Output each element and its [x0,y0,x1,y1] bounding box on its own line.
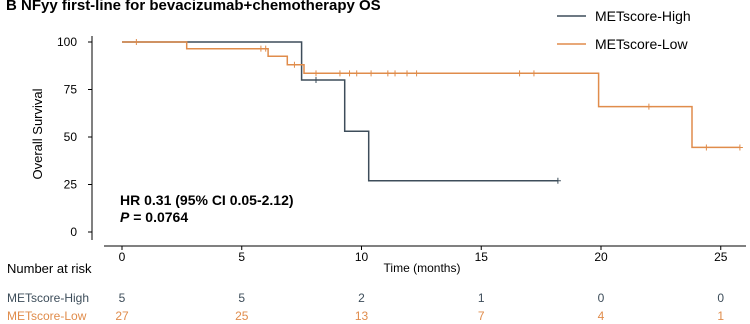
risk-value: 2 [358,291,365,305]
y-tick-label: 75 [64,83,78,97]
risk-table: Number at risk METscore-High 5 5 2 1 0 0 METsco… [7,261,724,323]
censor-mark [346,70,353,77]
y-tick-label: 25 [64,178,78,192]
censor-mark [291,61,298,68]
censor-mark [645,103,652,110]
censor-mark [384,70,391,77]
p-value-text: P = 0.0764 [120,209,188,225]
legend-label: METscore-High [595,8,691,24]
risk-table-title: Number at risk [7,261,92,276]
risk-value: 1 [717,309,724,323]
risk-value: 13 [355,309,369,323]
y-tick-label: 0 [70,225,77,239]
censor-mark [312,77,319,83]
x-tick-label: 20 [594,250,608,264]
x-tick-label: 0 [119,250,126,264]
x-tick-label: 15 [475,250,489,264]
risk-value: 7 [478,309,485,323]
risk-value: 25 [235,309,249,323]
censor-mark [516,70,523,77]
legend-label: METscore-Low [595,36,688,52]
risk-row-label: METscore-High [7,291,89,305]
legend: METscore-High METscore-Low [557,8,691,52]
axes [91,36,746,247]
series-line [122,41,558,182]
y-tick-label: 50 [64,130,78,144]
p-value: = 0.0764 [129,209,188,225]
censor-mark [312,70,319,77]
ticks: 0 25 50 75 100 0 5 10 15 20 25 [57,35,728,264]
risk-value: 5 [119,291,126,305]
hazard-annotation: HR 0.31 (95% CI 0.05-2.12) P = 0.0764 [120,192,294,225]
chart-title: B NFyy first-line for bevacizumab+chemot… [6,0,381,14]
x-tick-label: 10 [355,250,369,264]
risk-value: 0 [717,291,724,305]
risk-row-label: METscore-Low [7,309,87,323]
risk-value: 4 [598,309,605,323]
y-axis-label: Overall Survival [30,88,45,179]
censor-mark [368,70,375,77]
survival-curves [122,39,743,184]
series-line [122,41,740,149]
x-axis-label: Time (months) [384,261,461,275]
x-tick-label: 5 [238,250,245,264]
censor-mark [736,144,743,151]
x-tick-label: 25 [714,250,728,264]
risk-value: 27 [115,309,129,323]
censor-mark [336,70,343,77]
censor-mark [392,70,399,77]
p-label: P [120,209,130,225]
risk-value: 5 [238,291,245,305]
risk-value: 1 [478,291,485,305]
hr-text: HR 0.31 (95% CI 0.05-2.12) [120,192,294,208]
censor-mark [413,70,420,77]
censor-mark [554,177,561,184]
censor-mark [530,70,537,77]
risk-value: 0 [598,291,605,305]
y-tick-label: 100 [57,35,77,49]
censor-mark [353,70,360,77]
censor-mark [404,70,411,77]
censor-mark [262,45,269,52]
censor-mark [133,39,140,45]
censor-mark [703,144,710,151]
